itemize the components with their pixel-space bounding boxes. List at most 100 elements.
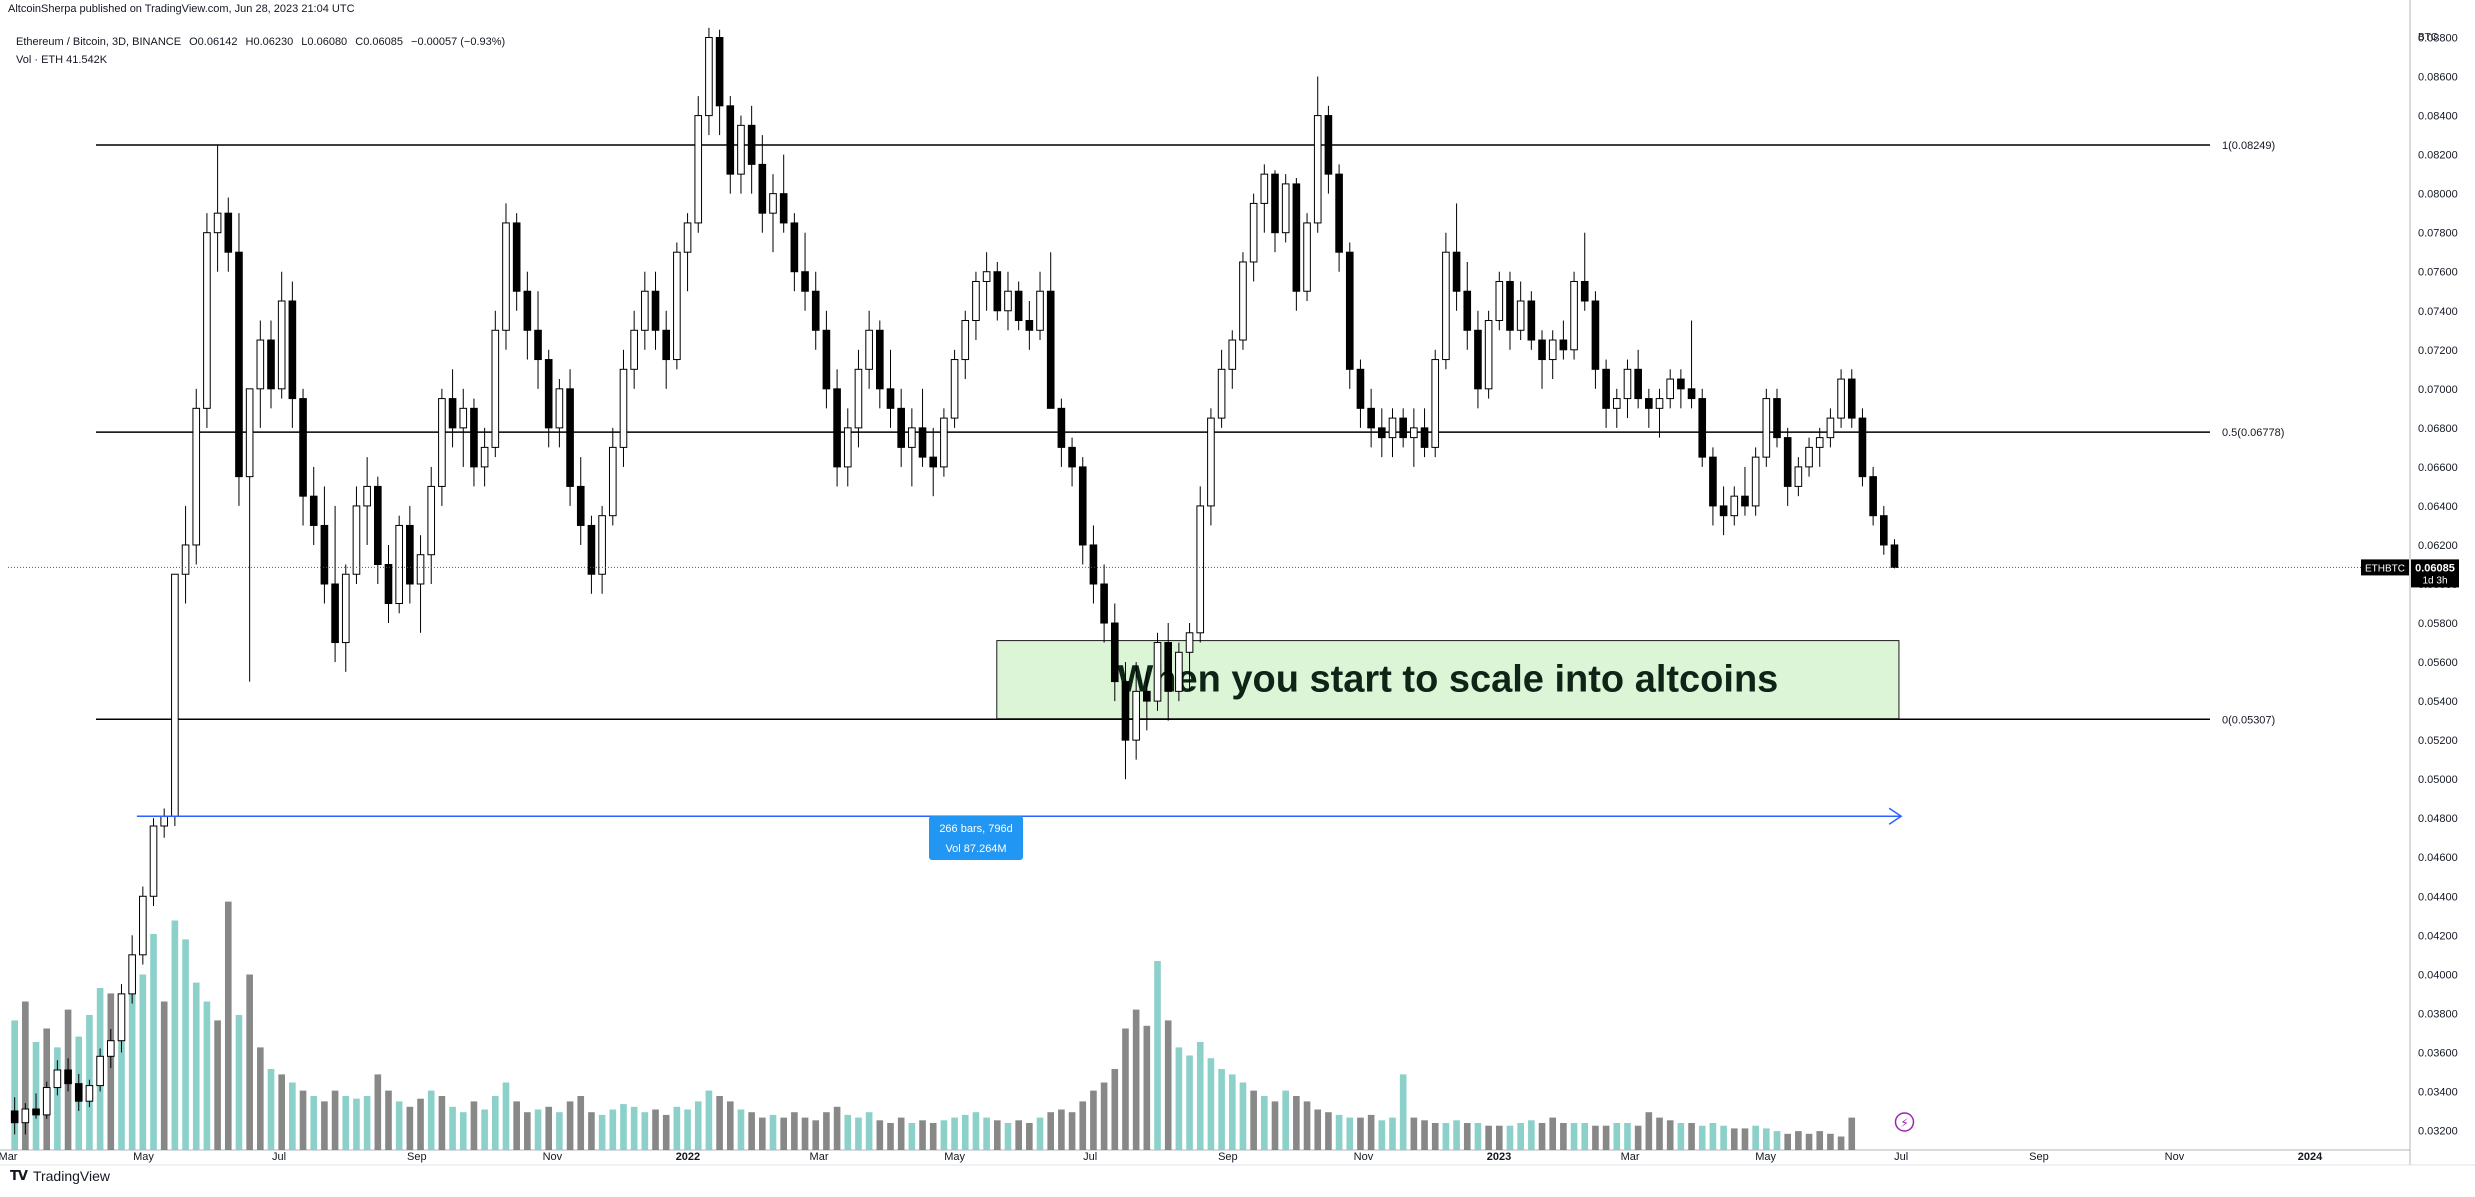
candle-body	[1175, 651, 1183, 692]
candle-body	[1100, 583, 1108, 624]
price-tick-label: 0.07200	[2418, 345, 2458, 357]
candle-body	[64, 1069, 72, 1085]
volume-bar	[1378, 1120, 1386, 1150]
time-tick-label: Mar	[810, 1151, 829, 1163]
candle-body	[705, 37, 713, 117]
candle-body	[1442, 251, 1450, 361]
volume-bar	[641, 1112, 649, 1150]
last-price-value: 0.06085	[2415, 562, 2455, 574]
candle-body	[726, 105, 735, 175]
price-tick-label: 0.08600	[2418, 72, 2458, 84]
candle-body	[235, 251, 243, 478]
volume-bar	[1741, 1128, 1749, 1150]
candle-body	[865, 329, 873, 370]
candle-body	[448, 398, 457, 429]
fib-level-label: 0.5(0.06778)	[2222, 427, 2284, 439]
volume-bar	[705, 1090, 713, 1150]
candle-body	[1399, 417, 1407, 439]
candle-body	[1303, 222, 1311, 292]
candle-body	[630, 329, 638, 370]
candle-body	[1281, 183, 1290, 234]
volume-bar	[1218, 1069, 1225, 1150]
candle-body	[1143, 690, 1151, 702]
volume-bar	[438, 1096, 446, 1150]
price-axis-unit: BTC	[2418, 32, 2438, 43]
candle-body	[203, 232, 211, 409]
candle-body	[598, 515, 606, 575]
candle-body	[897, 407, 905, 448]
candle-body	[21, 1108, 30, 1124]
legend-symbol[interactable]: Ethereum / Bitcoin, 3D, BINANCE	[16, 36, 182, 48]
legend-volume[interactable]: Vol · ETH 41.542K	[16, 54, 108, 66]
candle-body	[491, 329, 500, 448]
candle-body	[1698, 398, 1707, 458]
candle-body	[779, 193, 788, 224]
volume-bar	[395, 1101, 403, 1150]
candle-body	[1794, 466, 1803, 487]
candle-body	[181, 544, 190, 575]
candle-body	[1719, 505, 1728, 517]
candle-body	[769, 193, 777, 214]
candle-body	[1356, 368, 1365, 409]
volume-bar	[823, 1112, 830, 1150]
candle-body	[149, 825, 158, 897]
legend-change: −0.00057 (−0.93%)	[411, 36, 506, 48]
volume-bar	[1528, 1120, 1535, 1150]
symbol-tag-bg	[2361, 559, 2409, 576]
candle-body	[1292, 183, 1301, 292]
candle-body	[288, 300, 297, 400]
candle-body	[502, 222, 510, 331]
candle-body	[1335, 173, 1343, 253]
candle-body	[1837, 378, 1845, 419]
volume-bar	[1367, 1114, 1375, 1150]
candle-body	[1751, 456, 1760, 507]
candle-body	[1132, 690, 1140, 741]
volume-bar	[876, 1120, 884, 1150]
volume-bar	[1688, 1123, 1695, 1150]
candle-body	[811, 290, 820, 331]
candle-body	[1495, 280, 1504, 322]
candle-body	[96, 1055, 104, 1087]
candle-body	[192, 407, 201, 546]
candle-body	[1516, 300, 1525, 331]
volume-bar	[1154, 961, 1161, 1150]
volume-bar	[513, 1101, 520, 1150]
candle-body	[694, 115, 703, 224]
volume-bar	[1656, 1117, 1663, 1150]
volume-bar	[940, 1120, 948, 1150]
candle-body	[1847, 378, 1856, 419]
candle-body	[1089, 544, 1098, 585]
candle-body	[1559, 339, 1568, 351]
volume-bar	[128, 961, 136, 1150]
candle-body	[106, 1040, 115, 1057]
candle-body	[886, 388, 895, 409]
volume-bar	[577, 1096, 585, 1150]
candle-body	[85, 1085, 94, 1102]
candle-body	[1645, 398, 1653, 409]
volume-bar	[1026, 1123, 1033, 1150]
candle-body	[1709, 456, 1717, 507]
volume-bar	[1624, 1123, 1631, 1150]
volume-bar	[1068, 1112, 1076, 1150]
volume-bar	[1581, 1123, 1589, 1150]
tradingview-logo-icon: 𝗧𝗩	[10, 1168, 28, 1183]
candle-body	[117, 993, 126, 1042]
volume-bar	[1463, 1123, 1471, 1150]
volume-bar	[1325, 1112, 1332, 1150]
tradingview-footer[interactable]: 𝗧𝗩 TradingView	[10, 1168, 110, 1184]
volume-bar	[459, 1112, 467, 1150]
price-tick-label: 0.08800	[2418, 33, 2458, 45]
legend-open: O0.06142	[189, 36, 238, 48]
candle-body	[277, 300, 286, 390]
volume-bar	[289, 1082, 296, 1150]
volume-bar	[1837, 1136, 1845, 1150]
time-tick-label: May	[133, 1151, 154, 1163]
candle-body	[1623, 368, 1632, 400]
candle-body	[1869, 476, 1877, 517]
candle-body	[1591, 300, 1600, 370]
candle-body	[128, 954, 136, 995]
range-measure-bars: 266 bars, 796d	[939, 823, 1012, 835]
volume-bar	[1410, 1117, 1418, 1150]
candle-body	[1014, 290, 1023, 322]
